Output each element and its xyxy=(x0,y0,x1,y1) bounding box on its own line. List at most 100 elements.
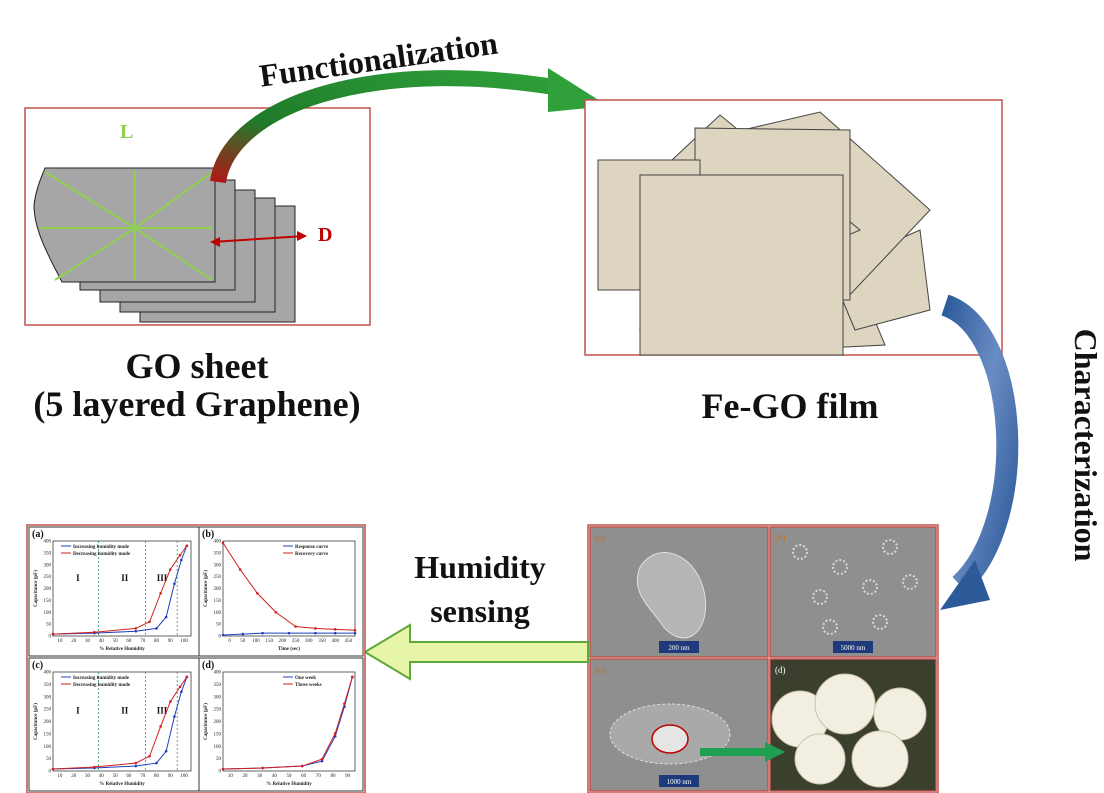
y-tick-label: 350 xyxy=(214,551,222,556)
x-axis-title: % Relative Humidity xyxy=(99,782,145,787)
label-l: L xyxy=(120,121,133,143)
scale-bar-box xyxy=(833,641,873,653)
legend-label: Decreasing humidity mode xyxy=(73,683,131,688)
y-tick-label: 250 xyxy=(214,708,222,713)
y-tick-label: 400 xyxy=(214,540,222,545)
x-tick-label: 90 xyxy=(345,774,351,779)
legend-label: Response curve xyxy=(295,545,329,550)
legend-label: Recovery curve xyxy=(295,552,329,557)
y-tick-label: 200 xyxy=(44,720,52,725)
x-tick-label: 30 xyxy=(85,639,91,644)
x-tick-label: 250 xyxy=(292,639,300,644)
legend-label: Decreasing humidity mode xyxy=(73,552,131,557)
y-axis-title: Capacitance (pF) xyxy=(204,703,209,740)
curve-marker xyxy=(238,568,242,571)
y-tick-label: 100 xyxy=(214,611,222,616)
sem-feature xyxy=(832,559,848,575)
curve-marker xyxy=(333,732,337,735)
y-tick-label: 50 xyxy=(216,757,222,762)
curve-marker xyxy=(300,764,304,768)
step-label: sensing xyxy=(430,593,530,629)
y-tick-label: 350 xyxy=(44,551,52,556)
step-label: Humidity xyxy=(414,549,546,585)
curve-marker xyxy=(320,757,324,761)
y-tick-label: 250 xyxy=(214,575,222,580)
y-tick-label: 100 xyxy=(44,745,52,750)
x-tick-label: 100 xyxy=(180,639,188,644)
y-tick-label: 200 xyxy=(44,587,52,592)
x-tick-label: 80 xyxy=(331,774,337,779)
x-tick-label: 40 xyxy=(99,774,105,779)
curve-marker xyxy=(353,631,357,635)
x-tick-label: 400 xyxy=(331,639,339,644)
legend-label: Three weeks xyxy=(295,683,322,688)
curve-marker xyxy=(274,610,278,614)
curve-marker xyxy=(164,749,168,753)
x-tick-label: 70 xyxy=(140,639,146,644)
sem-feature xyxy=(882,539,898,555)
curve-marker xyxy=(134,764,138,768)
sem-feature xyxy=(902,574,918,590)
y-tick-label: 150 xyxy=(44,599,52,604)
curve-marker xyxy=(261,631,264,635)
y-tick-label: 150 xyxy=(44,732,52,737)
y-tick-label: 100 xyxy=(44,611,52,616)
y-tick-label: 300 xyxy=(44,563,52,568)
x-axis-title: % Relative Humidity xyxy=(266,782,312,787)
x-tick-label: 90 xyxy=(168,774,174,779)
plot-area xyxy=(52,540,192,637)
depth-arrow-head xyxy=(297,231,307,241)
curve-marker xyxy=(178,685,182,689)
curve-marker xyxy=(155,627,158,630)
x-tick-label: 50 xyxy=(287,774,293,779)
curve-marker xyxy=(351,675,354,679)
y-tick-label: 0 xyxy=(49,770,52,775)
y-tick-label: 0 xyxy=(219,770,222,775)
x-tick-label: 10 xyxy=(57,774,63,779)
x-tick-label: 60 xyxy=(126,774,132,779)
y-tick-label: 0 xyxy=(219,635,222,640)
go-layers xyxy=(33,167,296,323)
sem-feature xyxy=(851,730,909,788)
x-tick-label: 80 xyxy=(154,639,160,644)
curve-marker xyxy=(178,553,182,557)
go-caption: (5 layered Graphene) xyxy=(33,384,360,424)
curve-marker xyxy=(343,702,346,705)
fe-go-flakes xyxy=(597,111,931,356)
sem-image xyxy=(769,526,937,658)
sem-feature xyxy=(814,673,876,735)
scale-bar-label: 5000 nm xyxy=(841,644,866,652)
sem-feature xyxy=(792,544,808,560)
curve-marker xyxy=(241,632,245,636)
depth-arrow-head xyxy=(210,237,220,247)
y-tick-label: 400 xyxy=(214,671,222,676)
legend-label: Increasing humidity mode xyxy=(73,676,130,681)
sem-feature xyxy=(812,589,828,605)
y-tick-label: 350 xyxy=(214,683,222,688)
y-tick-label: 250 xyxy=(44,575,52,580)
sem-feature xyxy=(651,724,689,754)
scale-bar-box xyxy=(659,775,699,787)
x-tick-label: 20 xyxy=(71,639,77,644)
scale-bar-box xyxy=(659,641,699,653)
curve-marker xyxy=(134,761,138,765)
sem-feature xyxy=(822,619,838,635)
curve-marker xyxy=(294,625,297,628)
x-tick-label: 70 xyxy=(140,774,146,779)
y-tick-label: 0 xyxy=(49,635,52,640)
y-tick-label: 50 xyxy=(46,623,52,628)
x-tick-label: 50 xyxy=(113,639,119,644)
x-tick-label: 70 xyxy=(316,774,322,779)
curve-marker xyxy=(221,541,225,545)
curve-marker xyxy=(148,620,151,624)
sem-feature xyxy=(862,579,878,595)
curve-marker xyxy=(159,725,162,728)
curve-marker xyxy=(155,761,158,765)
x-tick-label: 80 xyxy=(154,774,160,779)
sem-panel-label: (c) xyxy=(595,665,605,675)
x-tick-label: 50 xyxy=(113,774,119,779)
x-tick-label: 300 xyxy=(305,639,313,644)
curve xyxy=(52,676,188,770)
